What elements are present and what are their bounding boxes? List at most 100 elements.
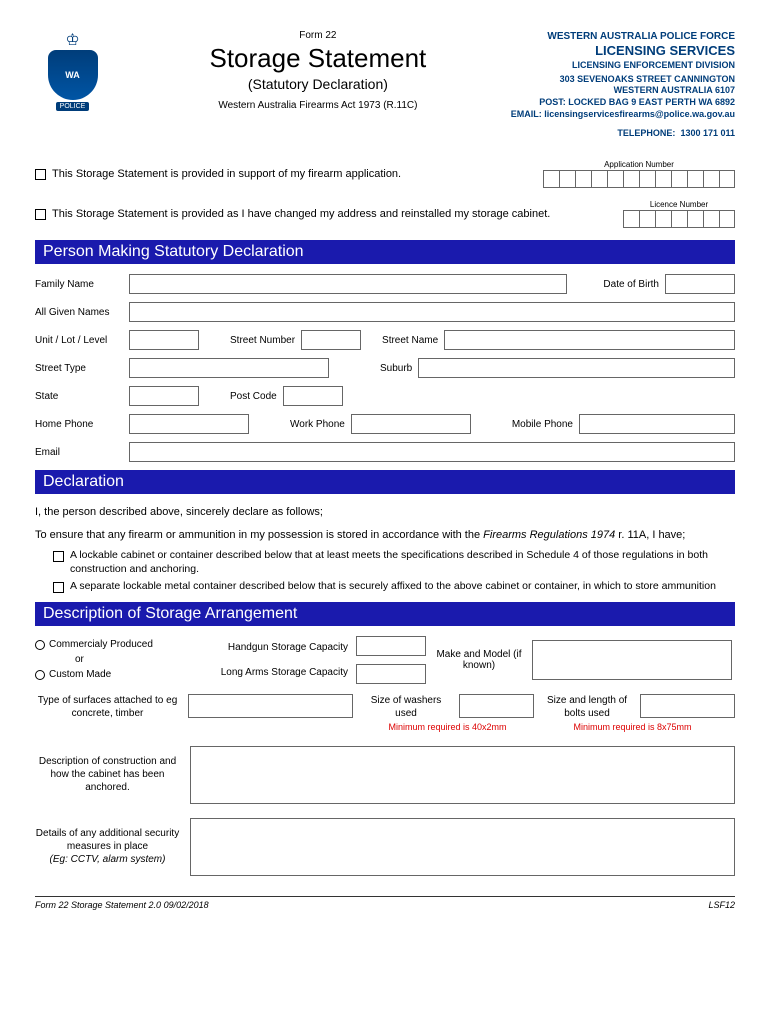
label-street-type: Street Type [35, 363, 123, 374]
logo-banner: POLICE [56, 102, 90, 111]
section-storage: Description of Storage Arrangement [35, 602, 735, 626]
checkbox-cabinet[interactable] [53, 551, 64, 562]
declaration-intro: I, the person described above, sincerely… [35, 504, 735, 521]
input-handgun-cap[interactable] [356, 636, 426, 656]
input-make-model[interactable] [532, 640, 732, 680]
label-unit: Unit / Lot / Level [35, 335, 123, 346]
crown-icon: ♔ [65, 30, 79, 50]
input-washers[interactable] [459, 694, 534, 718]
checkbox-address-label: This Storage Statement is provided as I … [52, 208, 550, 220]
dec-cabinet-text: A lockable cabinet or container describe… [70, 549, 735, 576]
input-construction[interactable] [190, 746, 735, 804]
page-subtitle: (Statutory Declaration) [125, 76, 511, 92]
input-surfaces[interactable] [188, 694, 353, 718]
input-longarms-cap[interactable] [356, 664, 426, 684]
row-email: Email [35, 442, 735, 462]
label-custom: Custom Made [49, 669, 111, 680]
application-number-input[interactable] [543, 170, 735, 188]
row-surfaces: Type of surfaces attached to eg concrete… [35, 694, 735, 720]
row-additional: Details of any additional security measu… [35, 818, 735, 876]
label-handgun-cap: Handgun Storage Capacity [188, 642, 348, 653]
label-mobile-phone: Mobile Phone [512, 419, 573, 430]
licence-number-label: Licence Number [623, 200, 735, 209]
label-dob: Date of Birth [603, 279, 659, 290]
checkbox-row-application: This Storage Statement is provided in su… [35, 160, 735, 188]
label-street-num: Street Number [230, 335, 295, 346]
input-additional[interactable] [190, 818, 735, 876]
act-reference: Western Australia Firearms Act 1973 (R.1… [125, 100, 511, 111]
label-postcode: Post Code [230, 391, 277, 402]
input-mobile-phone[interactable] [579, 414, 735, 434]
label-street-name: Street Name [382, 335, 438, 346]
radio-group-production: Commercialy Produced or Custom Made [35, 639, 180, 680]
input-email[interactable] [129, 442, 735, 462]
org-email: EMAIL: licensingservicesfirearms@police.… [511, 109, 735, 121]
shield-icon: WA [48, 50, 98, 100]
section-person: Person Making Statutory Declaration [35, 240, 735, 264]
label-surfaces: Type of surfaces attached to eg concrete… [35, 694, 180, 720]
org-service: LICENSING SERVICES [511, 43, 735, 60]
label-washers: Size of washers used [361, 694, 451, 720]
capacity-inputs [356, 636, 426, 684]
label-additional: Details of any additional security measu… [35, 827, 180, 866]
footer-left: Form 22 Storage Statement 2.0 09/02/2018 [35, 900, 209, 910]
header: ♔ WA POLICE Form 22 Storage Statement (S… [35, 30, 735, 140]
checkbox-address-change[interactable] [35, 209, 46, 220]
row-state: State Post Code [35, 386, 735, 406]
input-family-name[interactable] [129, 274, 567, 294]
input-street-name[interactable] [444, 330, 735, 350]
label-make-model: Make and Model (if known) [434, 649, 524, 671]
org-name: WESTERN AUSTRALIA POLICE FORCE [511, 30, 735, 43]
label-work-phone: Work Phone [290, 419, 345, 430]
checkbox-ammo-container[interactable] [53, 582, 64, 593]
row-given-names: All Given Names [35, 302, 735, 322]
row-construction: Description of construction and how the … [35, 746, 735, 804]
label-state: State [35, 391, 123, 402]
application-number-group: Application Number [543, 160, 735, 188]
section-declaration: Declaration [35, 470, 735, 494]
radio-commercial[interactable] [35, 640, 45, 650]
org-addr3: POST: LOCKED BAG 9 EAST PERTH WA 6892 [511, 97, 735, 109]
input-home-phone[interactable] [129, 414, 249, 434]
input-state[interactable] [129, 386, 199, 406]
input-given-names[interactable] [129, 302, 735, 322]
input-dob[interactable] [665, 274, 735, 294]
licence-number-input[interactable] [623, 210, 735, 228]
capacity-labels: Handgun Storage Capacity Long Arms Stora… [188, 642, 348, 678]
org-block: WESTERN AUSTRALIA POLICE FORCE LICENSING… [511, 30, 735, 140]
row-phones: Home Phone Work Phone Mobile Phone [35, 414, 735, 434]
row-minimums: Minimum required is 40x2mm Minimum requi… [35, 722, 735, 732]
label-construction: Description of construction and how the … [35, 755, 180, 794]
dec-ammo-text: A separate lockable metal container desc… [70, 580, 735, 594]
input-postcode[interactable] [283, 386, 343, 406]
input-street-type[interactable] [129, 358, 329, 378]
label-longarms-cap: Long Arms Storage Capacity [188, 667, 348, 678]
input-bolts[interactable] [640, 694, 735, 718]
org-addr2: WESTERN AUSTRALIA 6107 [511, 85, 735, 97]
declaration-body: To ensure that any firearm or ammunition… [35, 527, 735, 544]
org-addr1: 303 SEVENOAKS STREET CANNINGTON [511, 74, 735, 86]
label-suburb: Suburb [380, 363, 412, 374]
label-family-name: Family Name [35, 279, 123, 290]
page-title: Storage Statement [125, 43, 511, 74]
footer-right: LSF12 [708, 900, 735, 910]
label-commercial: Commercialy Produced [49, 639, 153, 650]
dec-option-ammo: A separate lockable metal container desc… [53, 580, 735, 594]
radio-custom[interactable] [35, 670, 45, 680]
input-work-phone[interactable] [351, 414, 471, 434]
checkbox-application[interactable] [35, 169, 46, 180]
row-family-name: Family Name Date of Birth [35, 274, 735, 294]
label-email: Email [35, 447, 123, 458]
police-logo: ♔ WA POLICE [35, 30, 110, 115]
application-number-label: Application Number [543, 160, 735, 169]
input-street-num[interactable] [301, 330, 361, 350]
min-bolts: Minimum required is 8x75mm [530, 722, 735, 732]
input-unit[interactable] [129, 330, 199, 350]
form-number: Form 22 [125, 30, 511, 41]
licence-number-group: Licence Number [623, 200, 735, 228]
checkbox-row-address: This Storage Statement is provided as I … [35, 200, 735, 228]
label-given-names: All Given Names [35, 307, 123, 318]
dec-option-cabinet: A lockable cabinet or container describe… [53, 549, 735, 576]
min-washers: Minimum required is 40x2mm [365, 722, 530, 732]
input-suburb[interactable] [418, 358, 735, 378]
